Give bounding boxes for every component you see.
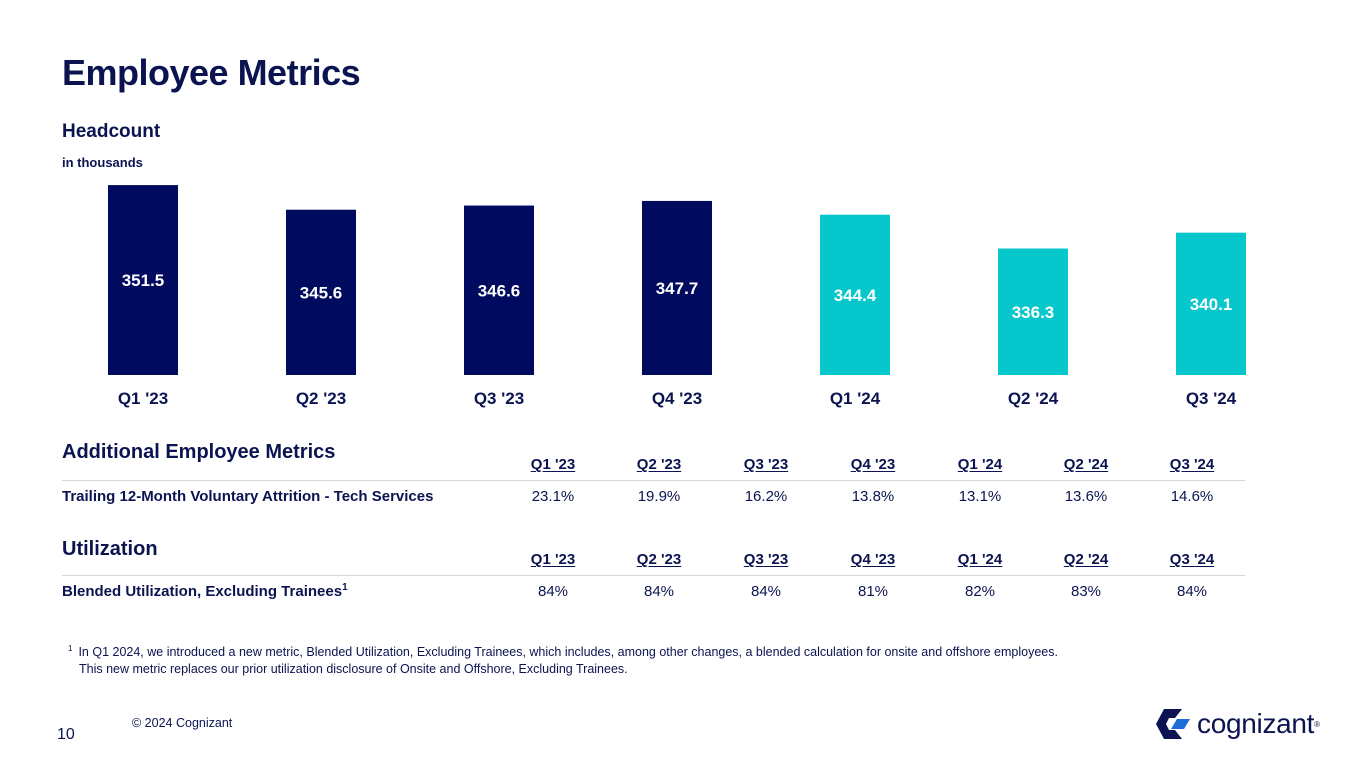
footnote-line-2: This new metric replaces our prior utili…	[79, 662, 628, 677]
bar-value-label: 346.6	[478, 281, 521, 300]
column-header: Q3 '23	[743, 456, 789, 473]
utilization-row-label-text: Blended Utilization, Excluding Trainees	[62, 583, 343, 600]
bar-5	[998, 248, 1068, 375]
logo-trademark: ®	[1314, 719, 1321, 729]
x-tick-label: Q4 '23	[652, 389, 702, 408]
utilization-row-label: Blended Utilization, Excluding Trainees1	[62, 582, 348, 600]
copyright: © 2024 Cognizant	[132, 716, 233, 730]
column-header: Q4 '23	[850, 456, 896, 473]
bar-value-label: 347.7	[656, 279, 699, 298]
bar-value-label: 336.3	[1012, 303, 1055, 322]
table-cell: 84%	[750, 583, 782, 600]
bar-0	[108, 185, 178, 375]
footnote-line-1: In Q1 2024, we introduced a new metric, …	[78, 645, 1058, 660]
bar-value-label: 351.5	[122, 271, 165, 290]
table-cell: 13.1%	[958, 488, 1002, 505]
cognizant-logo-icon	[1156, 709, 1190, 739]
headcount-chart: 351.5 Q1 '23 345.6 Q2 '23 346.6 Q3 '23 347.7 Q4…	[108, 185, 1246, 408]
x-tick-label: Q2 '24	[1008, 389, 1059, 408]
column-header: Q2 '24	[1063, 456, 1109, 473]
utilization-section-title: Utilization	[62, 538, 158, 560]
table-cell: 19.9%	[637, 488, 681, 505]
column-header: Q2 '24	[1063, 551, 1109, 568]
column-header: Q1 '23	[530, 456, 576, 473]
bar-3	[642, 200, 712, 375]
attrition-section-title: Additional Employee Metrics	[62, 441, 336, 463]
bar-4	[820, 214, 890, 375]
table-cell: 83%	[1070, 583, 1102, 600]
cognizant-logo: cognizant ®	[1155, 706, 1320, 742]
table-cell: 13.6%	[1064, 488, 1108, 505]
column-header: Q3 '23	[743, 551, 789, 568]
page-number: 10	[57, 726, 75, 743]
column-header: Q2 '23	[636, 456, 682, 473]
bar-value-label: 345.6	[300, 283, 343, 302]
utilization-divider	[62, 575, 1245, 576]
chart-subtitle: in thousands	[62, 155, 143, 170]
page-title: Employee Metrics	[62, 52, 361, 93]
footnote-marker: 1	[68, 644, 73, 653]
column-header: Q3 '24	[1169, 551, 1215, 568]
table-cell: 82%	[964, 583, 996, 600]
table-cell: 81%	[857, 583, 889, 600]
chart-title: Headcount	[62, 121, 161, 142]
footnote: 1 In Q1 2024, we introduced a new metric,…	[68, 640, 1058, 678]
column-header: Q1 '24	[957, 456, 1003, 473]
x-tick-label: Q2 '23	[296, 389, 346, 408]
bar-2	[464, 205, 534, 375]
table-cell: 13.8%	[851, 488, 895, 505]
column-header: Q4 '23	[850, 551, 896, 568]
x-tick-label: Q1 '24	[830, 389, 881, 408]
logo-wordmark: cognizant	[1197, 708, 1315, 739]
bar-1	[286, 209, 356, 375]
table-cell: 84%	[537, 583, 569, 600]
table-cell: 84%	[1176, 583, 1208, 600]
bar-value-label: 344.4	[834, 286, 877, 305]
column-header: Q2 '23	[636, 551, 682, 568]
column-header: Q3 '24	[1169, 456, 1215, 473]
column-header: Q1 '24	[957, 551, 1003, 568]
attrition-divider	[62, 480, 1245, 481]
bar-value-label: 340.1	[1190, 295, 1233, 314]
table-cell: 14.6%	[1170, 488, 1214, 505]
bar-6	[1176, 232, 1246, 375]
attrition-row-label: Trailing 12-Month Voluntary Attrition - …	[62, 488, 434, 505]
table-cell: 84%	[643, 583, 675, 600]
x-tick-label: Q1 '23	[118, 389, 168, 408]
column-header: Q1 '23	[530, 551, 576, 568]
table-cell: 23.1%	[531, 488, 575, 505]
x-tick-label: Q3 '24	[1186, 389, 1237, 408]
table-cell: 16.2%	[744, 488, 788, 505]
x-tick-label: Q3 '23	[474, 389, 524, 408]
footnote-ref: 1	[342, 582, 348, 593]
